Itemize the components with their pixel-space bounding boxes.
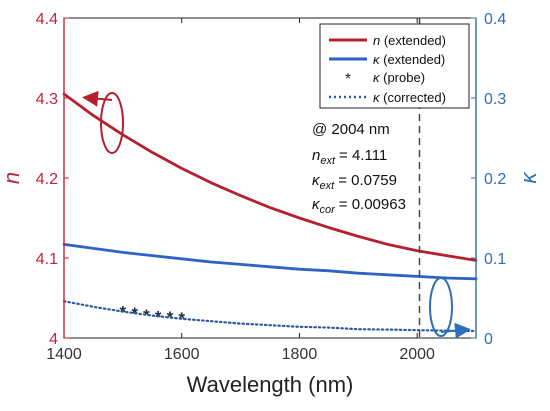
legend-k-corrected-label: κ (corrected) <box>373 90 446 105</box>
series-layer: * * * * * * <box>62 92 478 333</box>
legend-k-probe-marker: * <box>345 71 351 88</box>
tick-layer: 1400 1600 1800 2000 4 4.1 4.2 4.3 4.4 0 0.1 0.2 0.3 0… <box>36 11 507 363</box>
y-right-tick-label-2: 0.2 <box>484 171 506 188</box>
y-right-tick-label-4: 0.4 <box>484 11 506 28</box>
legend: n (extended) κ (extended) * κ (probe) κ … <box>319 23 470 109</box>
probe-point-2: * <box>143 306 150 325</box>
annotation-k-ext: κext = 0.0759 <box>312 172 397 192</box>
annotation-k-ext-symbol: κ <box>312 172 321 189</box>
y-left-tick-label-3: 4.3 <box>36 91 58 108</box>
n-axis-callout-arrow <box>82 90 113 107</box>
wavelength-annotation: @ 2004 nm next = 4.111 κext = 0.0759 κcor =… <box>312 121 406 216</box>
k-axis-callout-ellipse <box>429 277 453 337</box>
x-axis-label: Wavelength (nm) <box>187 372 354 397</box>
annotation-k-cor-symbol: κ <box>312 196 321 213</box>
legend-box <box>319 23 470 109</box>
y-right-tick-label-0: 0 <box>484 331 493 348</box>
annotation-k-cor-sub: cor <box>320 204 337 216</box>
series-line-0 <box>62 92 478 262</box>
y-left-tick-label-0: 4 <box>49 331 58 348</box>
x-tick-label-1: 1600 <box>164 346 200 363</box>
annotation-k-ext-value: = 0.0759 <box>338 172 397 189</box>
annotation-header: @ 2004 nm <box>312 121 390 138</box>
series-line-1 <box>62 243 478 281</box>
x-tick-label-3: 2000 <box>399 346 435 363</box>
y-left-tick-label-2: 4.2 <box>36 171 58 188</box>
legend-n-extended-label: n (extended) <box>373 33 446 48</box>
legend-k-probe-label: κ (probe) <box>373 70 425 85</box>
y-right-tick-label-1: 0.1 <box>484 251 506 268</box>
n-axis-callout-ellipse <box>100 92 124 154</box>
annotation-n-ext-sub: ext <box>320 155 336 167</box>
k-axis-callout-arrow <box>440 322 471 339</box>
y-right-tick-label-3: 0.3 <box>484 91 506 108</box>
annotation-k-cor-value: = 0.00963 <box>339 196 406 213</box>
annotation-n-ext: next = 4.111 <box>312 147 387 167</box>
x-tick-label-0: 1400 <box>46 346 82 363</box>
annotation-n-ext-value: = 4.111 <box>339 147 387 164</box>
legend-k-extended-label: κ (extended) <box>373 52 445 67</box>
y-axis-label-left: n <box>0 172 24 184</box>
series-line-3 <box>62 300 478 333</box>
x-tick-label-2: 1800 <box>282 346 318 363</box>
annotation-k-ext-sub: ext <box>320 180 336 192</box>
y-left-tick-label-1: 4.1 <box>36 251 58 268</box>
annotation-k-cor: κcor = 0.00963 <box>312 196 406 216</box>
annotation-n-ext-symbol: n <box>312 147 320 164</box>
y-axis-label-right: κ <box>516 172 541 184</box>
y-left-tick-label-4: 4.4 <box>36 11 58 28</box>
